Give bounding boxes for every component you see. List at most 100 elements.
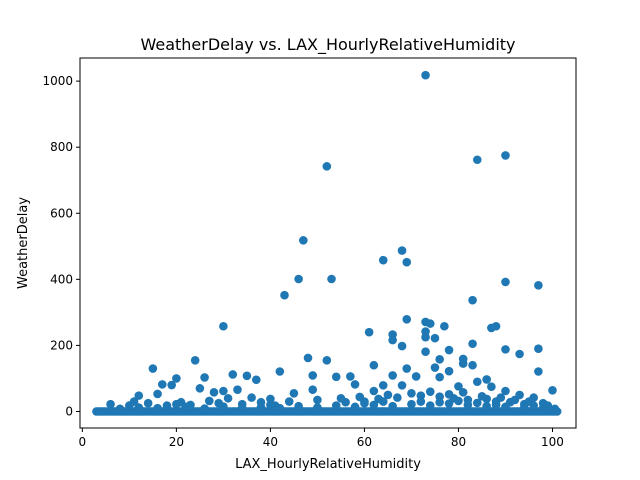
data-point [501, 277, 510, 287]
data-point [172, 374, 181, 383]
data-point [501, 345, 510, 354]
data-point [251, 375, 261, 385]
y-tick-label: 200 [50, 338, 73, 352]
data-point [256, 402, 266, 412]
x-tick-label: 40 [263, 435, 278, 449]
data-point [275, 403, 285, 413]
data-point [322, 355, 332, 365]
data-point [407, 399, 416, 409]
data-point [364, 327, 374, 337]
data-point [402, 315, 412, 324]
data-point [299, 236, 308, 245]
data-point [534, 344, 543, 354]
data-point [266, 400, 275, 410]
data-point [369, 386, 379, 396]
data-point [496, 393, 506, 402]
x-axis-label: LAX_HourlyRelativeHumidity [235, 457, 421, 472]
data-point [388, 335, 397, 345]
data-point [237, 403, 247, 413]
data-point [515, 349, 524, 359]
data-point [280, 290, 289, 300]
data-point [204, 396, 214, 406]
data-point [181, 402, 191, 412]
data-point [482, 394, 491, 404]
data-point [115, 404, 125, 414]
data-point [378, 255, 388, 265]
data-point [393, 393, 402, 402]
data-point [157, 380, 167, 389]
data-point [289, 389, 299, 398]
data-point [501, 386, 510, 396]
data-point [397, 341, 407, 351]
data-point [233, 385, 242, 394]
data-point [482, 375, 491, 384]
chart-title: WeatherDelay vs. LAX_HourlyRelativeHumid… [140, 35, 515, 55]
data-point [167, 380, 176, 390]
y-tick-label: 1000 [42, 74, 73, 88]
data-point [534, 280, 543, 290]
data-point [228, 370, 238, 379]
data-point [444, 366, 454, 376]
data-point [200, 404, 209, 413]
data-point [247, 393, 256, 402]
data-point [134, 391, 144, 400]
data-point [548, 386, 557, 395]
data-point [458, 359, 468, 368]
data-point [346, 372, 355, 381]
data-point [510, 395, 520, 405]
data-point [487, 382, 496, 392]
data-point [416, 391, 426, 400]
data-point [294, 274, 303, 284]
data-point [331, 372, 341, 382]
data-point [313, 403, 322, 412]
data-point [435, 397, 444, 407]
data-point [407, 389, 416, 398]
data-point [444, 345, 454, 355]
data-point [472, 155, 482, 165]
data-point [313, 395, 322, 405]
data-point [341, 397, 350, 407]
data-point [327, 274, 336, 284]
data-point [148, 364, 158, 373]
data-point [303, 353, 313, 363]
data-point [468, 295, 477, 305]
y-tick-label: 400 [50, 272, 73, 286]
data-point [421, 70, 430, 80]
data-point [378, 381, 388, 390]
data-point [350, 402, 360, 412]
data-point [463, 400, 473, 410]
data-point [519, 403, 529, 412]
data-point [219, 402, 228, 411]
data-point [430, 363, 440, 372]
data-point [402, 257, 412, 267]
data-point [190, 355, 200, 365]
data-point [425, 387, 435, 396]
data-point [378, 397, 388, 406]
data-point [538, 403, 548, 413]
data-point [219, 321, 228, 331]
data-point [331, 401, 341, 410]
data-point [242, 371, 252, 381]
data-point [458, 388, 468, 397]
data-point [308, 385, 318, 394]
y-tick-label: 600 [50, 206, 73, 220]
data-point [350, 380, 360, 389]
data-point [421, 332, 430, 342]
data-point [397, 246, 407, 255]
data-point [106, 399, 115, 409]
x-tick-label: 80 [451, 435, 466, 449]
data-point [425, 319, 435, 328]
data-point [430, 333, 440, 343]
data-point [383, 390, 393, 400]
data-point [125, 401, 134, 410]
data-point [369, 360, 379, 370]
data-point [472, 398, 482, 408]
data-point [143, 398, 153, 408]
data-point [195, 384, 205, 393]
data-point [223, 393, 233, 403]
x-tick-label: 0 [79, 435, 87, 449]
data-point [529, 401, 538, 410]
data-point [153, 403, 162, 413]
data-point [322, 162, 332, 171]
